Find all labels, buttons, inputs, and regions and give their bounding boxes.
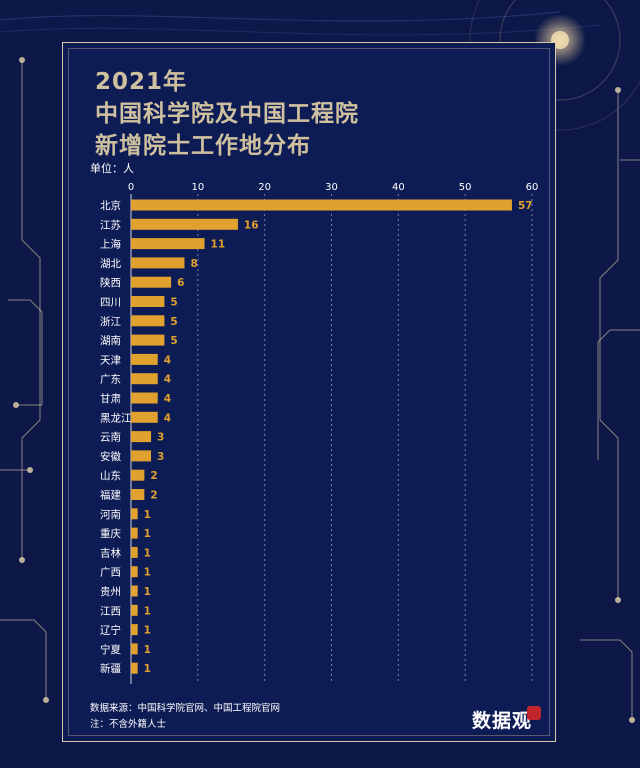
bars <box>131 199 512 674</box>
category-label: 贵州 <box>100 585 121 598</box>
bar <box>131 527 138 539</box>
value-label: 11 <box>211 239 226 251</box>
value-label: 3 <box>157 432 164 444</box>
category-labels: 北京江苏上海湖北陕西四川浙江湖南天津广东甘肃黑龙江云南安徽山东福建河南重庆吉林广… <box>100 199 132 675</box>
category-label: 辽宁 <box>100 624 121 637</box>
category-label: 四川 <box>100 297 121 309</box>
value-label: 1 <box>144 625 151 637</box>
bar <box>131 392 158 404</box>
x-tick-label: 0 <box>128 182 134 193</box>
value-label: 1 <box>144 509 151 521</box>
bar <box>131 508 138 520</box>
bar <box>131 334 165 346</box>
category-label: 山东 <box>100 469 121 482</box>
bar <box>131 218 238 230</box>
category-label: 甘肃 <box>100 392 121 405</box>
value-label: 5 <box>170 316 177 328</box>
x-axis-ticks: 0 10 20 30 40 50 60 <box>128 182 539 193</box>
x-tick-label: 40 <box>392 182 405 193</box>
category-label: 广西 <box>100 567 121 579</box>
value-label: 5 <box>170 335 177 347</box>
category-label: 湖北 <box>100 258 121 270</box>
bar <box>131 315 165 327</box>
category-label: 上海 <box>100 238 121 251</box>
category-label: 宁夏 <box>100 643 121 656</box>
bar <box>131 469 145 481</box>
value-label: 1 <box>144 586 151 598</box>
category-label: 天津 <box>100 354 121 366</box>
bar <box>131 450 152 462</box>
bar <box>131 296 165 307</box>
category-label: 安徽 <box>100 450 121 463</box>
x-tick-label: 20 <box>258 182 271 193</box>
category-label: 北京 <box>100 199 121 212</box>
category-label: 黑龙江 <box>100 411 132 424</box>
bar <box>131 431 152 443</box>
value-label: 1 <box>144 528 151 540</box>
value-label: 57 <box>518 200 533 212</box>
brand-badge-icon <box>527 706 541 720</box>
category-label: 陕西 <box>100 276 121 289</box>
value-label: 3 <box>157 451 164 463</box>
value-label: 2 <box>150 470 157 482</box>
category-label: 福建 <box>100 489 121 502</box>
title-line-2: 中国科学院及中国工程院 <box>95 101 359 127</box>
bar <box>131 546 138 558</box>
x-tick-label: 10 <box>191 182 204 193</box>
value-label: 5 <box>170 297 177 309</box>
bar <box>131 199 512 211</box>
title-line-1: 2021年 <box>95 69 188 95</box>
bar <box>131 373 158 385</box>
category-label: 吉林 <box>100 546 121 559</box>
value-label: 1 <box>144 567 151 579</box>
value-label: 6 <box>177 277 184 289</box>
x-tick-label: 50 <box>459 182 472 193</box>
category-label: 浙江 <box>100 316 121 328</box>
x-tick-label: 60 <box>526 182 539 193</box>
bar <box>131 411 158 423</box>
category-label: 江西 <box>100 605 121 617</box>
value-label: 8 <box>190 258 197 270</box>
x-tick-label: 30 <box>325 182 338 193</box>
chart-panel <box>62 42 556 742</box>
data-source: 数据来源：中国科学院官网、中国工程院官网 <box>90 703 281 714</box>
category-label: 重庆 <box>100 527 121 540</box>
value-label: 1 <box>144 547 151 559</box>
bar <box>131 624 138 636</box>
unit-label: 单位：人 <box>90 162 134 175</box>
value-label: 4 <box>164 412 171 424</box>
category-label: 广东 <box>100 373 121 386</box>
category-label: 河南 <box>100 508 121 521</box>
title-line-3: 新增院士工作地分布 <box>95 133 311 159</box>
bar <box>131 585 138 597</box>
value-label: 4 <box>164 374 171 386</box>
value-label: 1 <box>144 663 151 675</box>
category-label: 湖南 <box>100 334 121 347</box>
value-label: 4 <box>164 393 171 405</box>
value-label: 2 <box>150 490 157 502</box>
value-label: 1 <box>144 644 151 656</box>
value-label: 16 <box>244 219 259 231</box>
footnote: 注：不含外籍人士 <box>90 719 167 730</box>
value-label: 4 <box>164 354 171 366</box>
bar <box>131 238 205 250</box>
bar <box>131 662 138 674</box>
category-label: 江苏 <box>100 218 121 231</box>
bar <box>131 353 158 365</box>
brand-logo: 数据观 <box>472 710 533 732</box>
bar <box>131 643 138 655</box>
bar <box>131 276 172 288</box>
chart-panel-inner-border <box>68 48 550 736</box>
bar <box>131 604 138 616</box>
bar <box>131 257 185 269</box>
bar <box>131 566 138 578</box>
category-label: 云南 <box>100 431 121 444</box>
bar <box>131 489 145 500</box>
category-label: 新疆 <box>100 662 121 675</box>
value-label: 1 <box>144 605 151 617</box>
